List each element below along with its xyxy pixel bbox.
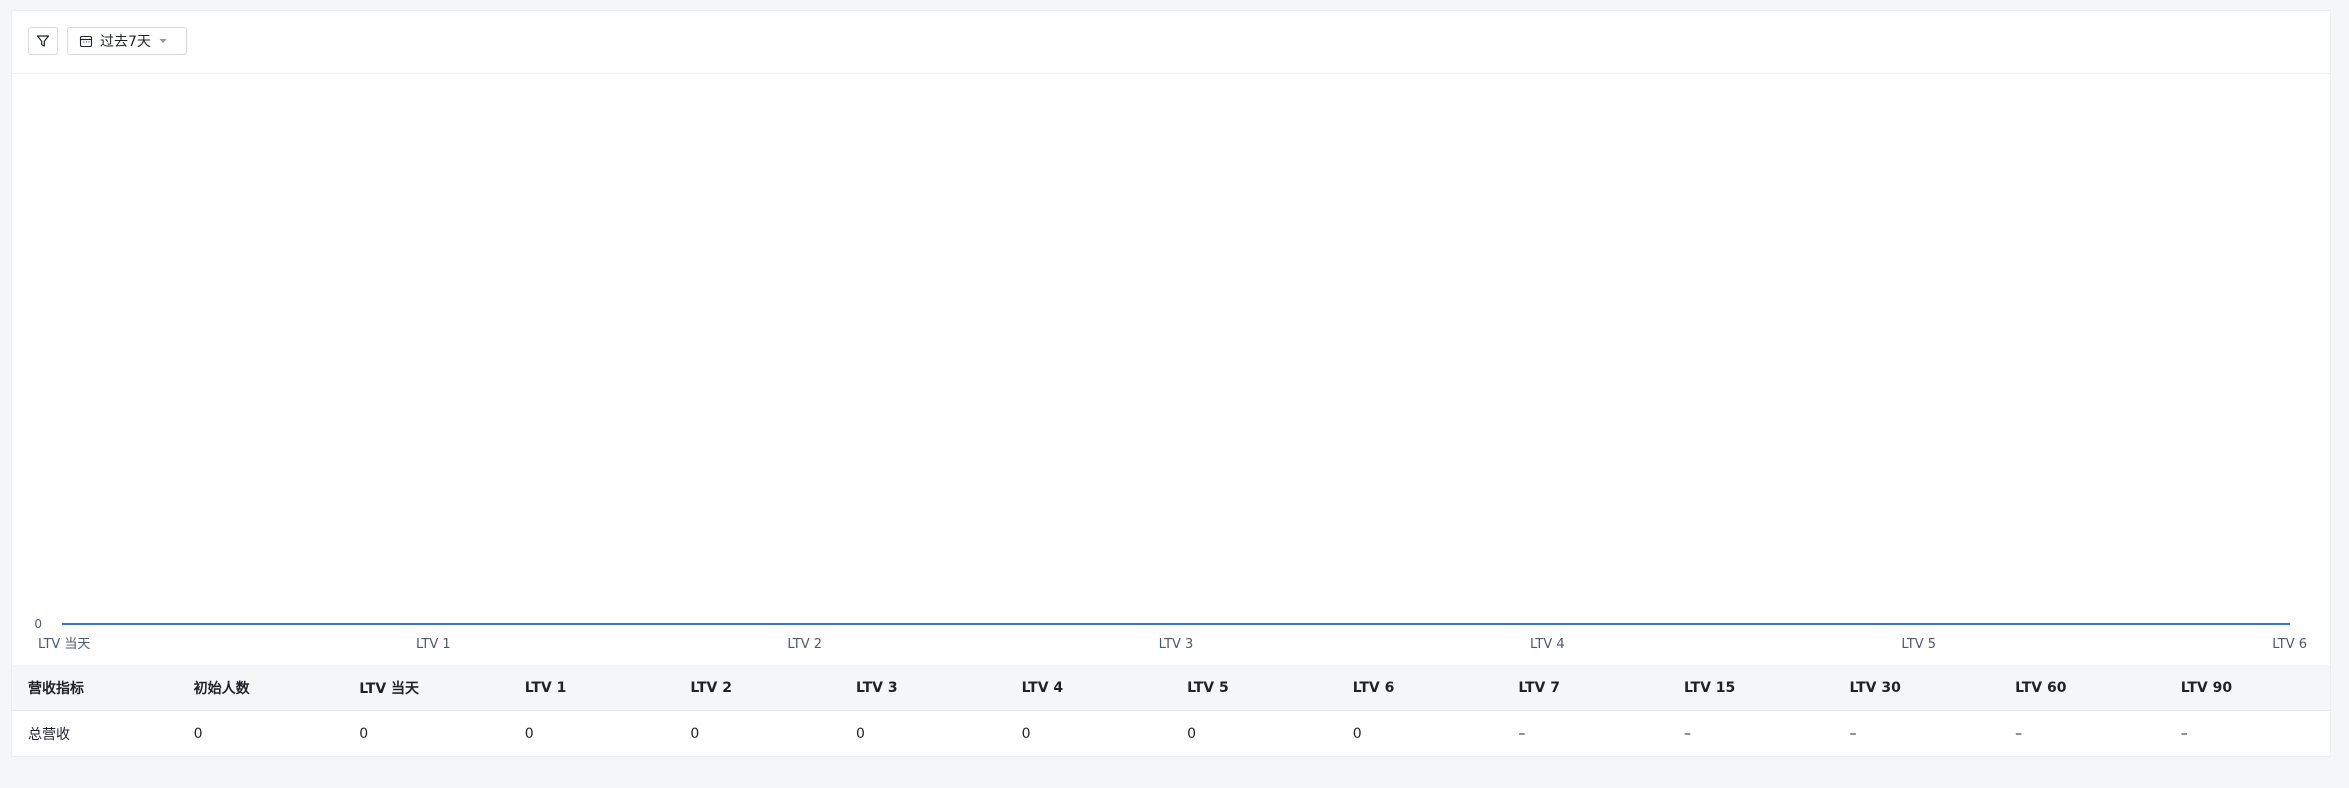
x-tick-label: LTV 5 (1901, 637, 1936, 652)
table-header-cell: 营收指标 (28, 680, 84, 697)
caret-down-icon (159, 39, 167, 43)
x-tick-label: LTV 当天 (38, 637, 90, 652)
table-header-cell: LTV 5 (1187, 679, 1229, 696)
table-body: 总营收 0 0 0 0 0 0 0 0 – – – – – (12, 711, 2330, 757)
table-header-cell: LTV 30 (1849, 679, 1901, 696)
table-header-cell: LTV 3 (855, 679, 898, 696)
table-header-cell: LTV 2 (690, 679, 732, 696)
table-header-cell: LTV 4 (1021, 679, 1064, 696)
x-tick-label: LTV 3 (1159, 637, 1194, 652)
table-row: 总营收 0 0 0 0 0 0 0 0 – – – – – (12, 711, 2330, 757)
table-cell: 0 (1187, 726, 1197, 742)
x-tick-label: LTV 4 (1530, 637, 1565, 652)
x-tick-label: LTV 1 (416, 637, 451, 652)
filter-button[interactable] (28, 27, 58, 55)
table-header-cell: LTV 7 (1518, 679, 1560, 696)
table-header-cell: LTV 1 (524, 679, 567, 696)
table-header-cell: LTV 60 (2015, 679, 2067, 696)
table-cell: 0 (1021, 726, 1031, 742)
y-tick-label: 0 (34, 617, 42, 631)
table-header-cell: 初始人数 (193, 680, 250, 697)
x-tick-label: LTV 6 (2272, 637, 2307, 652)
calendar-icon (79, 35, 93, 48)
x-tick-label: LTV 2 (787, 637, 822, 652)
table-header-cell: LTV 15 (1683, 679, 1736, 696)
table-cell: 0 (1352, 726, 1362, 742)
table-header-cell: LTV 90 (2180, 679, 2233, 696)
toolbar: 过去7天 (12, 11, 2330, 74)
table-cell: – (1518, 726, 1526, 742)
table-cell: – (2180, 726, 2188, 742)
table-cell: 0 (524, 726, 534, 742)
table-cell: – (2015, 726, 2023, 742)
table-cell: 总营收 (28, 727, 70, 743)
date-range-label: 过去7天 (100, 34, 151, 50)
table-cell: 0 (193, 726, 203, 742)
table-cell: – (1683, 726, 1691, 742)
ltv-line-chart: 0 LTV 当天 LTV 1 LTV 2 LTV 3 LTV 4 LTV 5 LTV 6 (34, 617, 2307, 652)
table-cell: – (1849, 726, 1857, 742)
filter-icon (36, 35, 50, 47)
table-cell: 0 (690, 726, 700, 742)
date-range-select[interactable]: 过去7天 (67, 27, 187, 55)
table-header-cell: LTV 6 (1352, 679, 1395, 696)
table-cell: 0 (359, 726, 369, 742)
ltv-table: 营收指标 初始人数 LTV 当天 LTV 1 LTV 2 LTV 3 LTV 4 LTV 5 L… (12, 665, 2330, 757)
table-cell: 0 (855, 726, 865, 742)
ltv-report-card: 过去7天 0 LTV 当天 LTV 1 LTV 2 LTV 3 LTV 4 LTV 5 LTV… (11, 10, 2331, 757)
table-header-cell: LTV 当天 (359, 680, 420, 697)
table-header: 营收指标 初始人数 LTV 当天 LTV 1 LTV 2 LTV 3 LTV 4 LTV 5 L… (12, 665, 2330, 711)
